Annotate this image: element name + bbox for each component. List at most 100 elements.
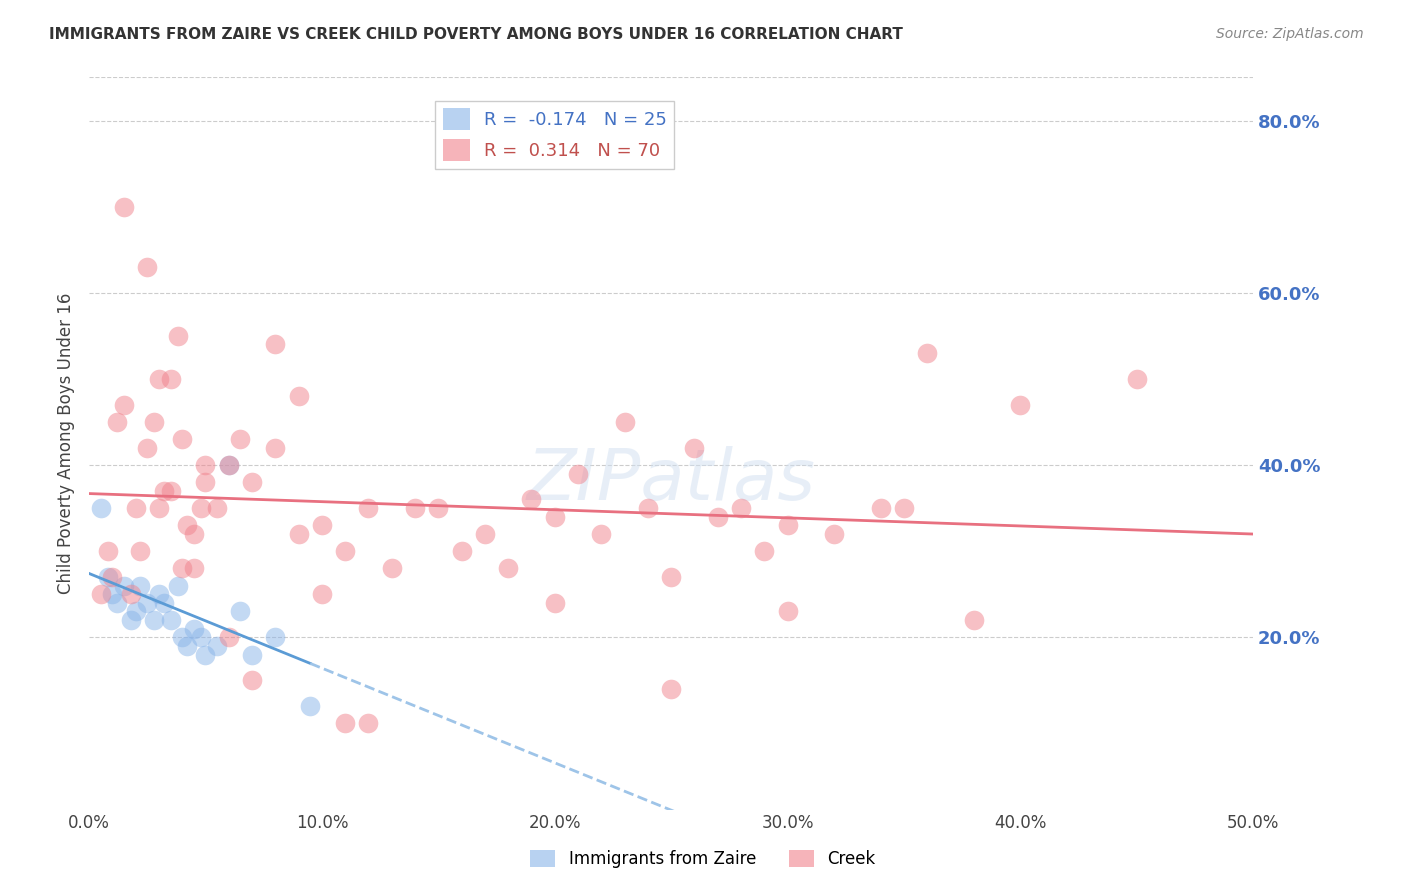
Point — [205, 501, 228, 516]
Point — [893, 501, 915, 516]
Point — [90, 587, 112, 601]
Text: ZIPatlas: ZIPatlas — [527, 446, 815, 515]
Point — [166, 328, 188, 343]
Point — [299, 699, 322, 714]
Point — [112, 200, 135, 214]
Point — [194, 458, 217, 472]
Point — [915, 346, 938, 360]
Point — [357, 716, 380, 731]
Point — [776, 518, 799, 533]
Point — [159, 613, 181, 627]
Point — [97, 570, 120, 584]
Point — [124, 501, 146, 516]
Point — [90, 501, 112, 516]
Point — [218, 458, 240, 472]
Point — [152, 483, 174, 498]
Point — [287, 389, 309, 403]
Point — [159, 372, 181, 386]
Point — [218, 458, 240, 472]
Point — [287, 527, 309, 541]
Point — [637, 501, 659, 516]
Point — [659, 681, 682, 696]
Text: IMMIGRANTS FROM ZAIRE VS CREEK CHILD POVERTY AMONG BOYS UNDER 16 CORRELATION CHA: IMMIGRANTS FROM ZAIRE VS CREEK CHILD POV… — [49, 27, 903, 42]
Point — [124, 604, 146, 618]
Point — [172, 561, 194, 575]
Point — [136, 596, 159, 610]
Point — [544, 509, 567, 524]
Point — [166, 579, 188, 593]
Point — [176, 518, 198, 533]
Point — [963, 613, 986, 627]
Point — [159, 483, 181, 498]
Point — [264, 441, 287, 455]
Point — [544, 596, 567, 610]
Point — [190, 630, 212, 644]
Point — [190, 501, 212, 516]
Text: Source: ZipAtlas.com: Source: ZipAtlas.com — [1216, 27, 1364, 41]
Point — [776, 604, 799, 618]
Point — [613, 415, 636, 429]
Point — [335, 716, 357, 731]
Point — [136, 260, 159, 274]
Point — [754, 544, 776, 558]
Point — [194, 475, 217, 490]
Point — [427, 501, 450, 516]
Point — [706, 509, 728, 524]
Point — [183, 527, 205, 541]
Point — [311, 518, 333, 533]
Point — [112, 398, 135, 412]
Point — [823, 527, 845, 541]
Point — [143, 613, 166, 627]
Point — [172, 432, 194, 446]
Point — [129, 544, 152, 558]
Point — [101, 587, 124, 601]
Point — [148, 501, 170, 516]
Point — [683, 441, 706, 455]
Point — [183, 561, 205, 575]
Point — [97, 544, 120, 558]
Point — [474, 527, 496, 541]
Point — [357, 501, 380, 516]
Point — [229, 432, 252, 446]
Point — [1126, 372, 1149, 386]
Point — [183, 622, 205, 636]
Point — [120, 587, 142, 601]
Point — [143, 415, 166, 429]
Point — [1010, 398, 1032, 412]
Point — [172, 630, 194, 644]
Point — [730, 501, 752, 516]
Point — [105, 596, 128, 610]
Point — [136, 441, 159, 455]
Point — [450, 544, 472, 558]
Point — [105, 415, 128, 429]
Point — [264, 337, 287, 351]
Y-axis label: Child Poverty Among Boys Under 16: Child Poverty Among Boys Under 16 — [58, 293, 75, 594]
Point — [869, 501, 891, 516]
Point — [129, 579, 152, 593]
Point — [381, 561, 404, 575]
Point — [520, 492, 543, 507]
Point — [205, 639, 228, 653]
Point — [152, 596, 174, 610]
Point — [101, 570, 124, 584]
Point — [264, 630, 287, 644]
Legend: Immigrants from Zaire, Creek: Immigrants from Zaire, Creek — [523, 843, 883, 875]
Point — [659, 570, 682, 584]
Point — [567, 467, 589, 481]
Point — [120, 613, 142, 627]
Point — [496, 561, 519, 575]
Point — [218, 630, 240, 644]
Point — [229, 604, 252, 618]
Point — [194, 648, 217, 662]
Point — [112, 579, 135, 593]
Legend: R =  -0.174   N = 25, R =  0.314   N = 70: R = -0.174 N = 25, R = 0.314 N = 70 — [436, 101, 673, 169]
Point — [148, 372, 170, 386]
Point — [176, 639, 198, 653]
Point — [240, 673, 263, 688]
Point — [404, 501, 426, 516]
Point — [311, 587, 333, 601]
Point — [335, 544, 357, 558]
Point — [240, 648, 263, 662]
Point — [591, 527, 613, 541]
Point — [240, 475, 263, 490]
